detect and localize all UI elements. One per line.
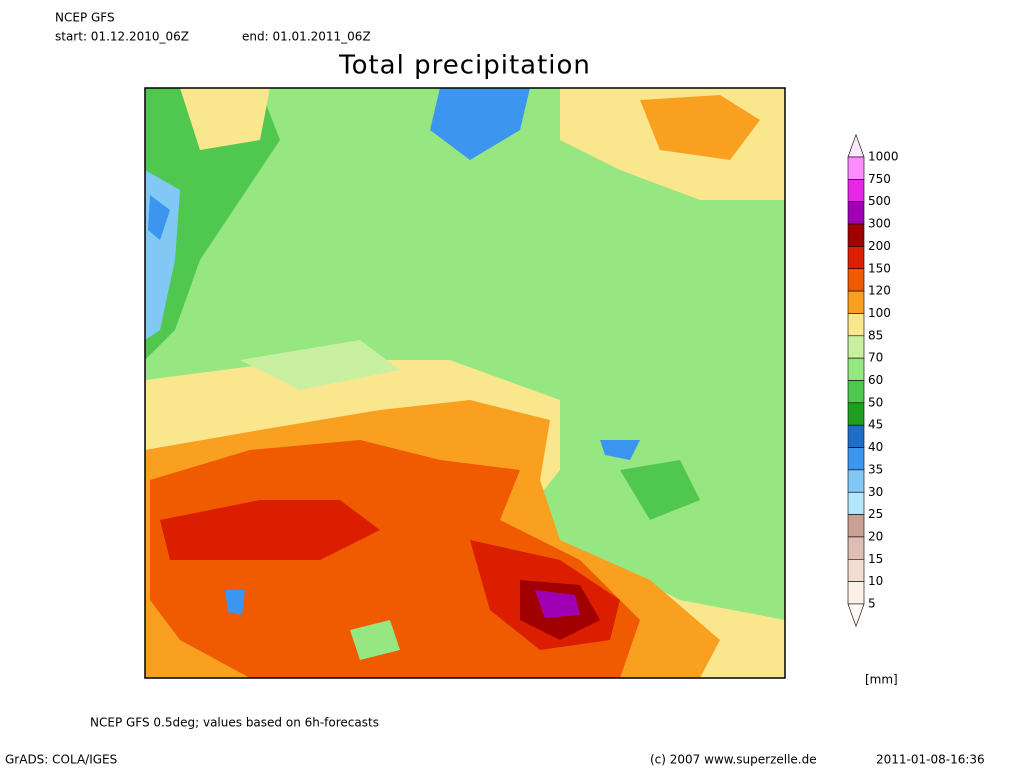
legend-swatch xyxy=(847,380,865,404)
legend-label: 25 xyxy=(868,507,883,521)
legend-label: 1000 xyxy=(868,150,899,164)
footer-note: NCEP GFS 0.5deg; values based on 6h-fore… xyxy=(90,716,379,730)
legend-label: 100 xyxy=(868,306,891,320)
legend-label: 40 xyxy=(868,440,883,454)
legend-swatch xyxy=(847,603,865,628)
legend-swatch xyxy=(847,491,865,515)
legend-label: 60 xyxy=(868,373,883,387)
legend-swatch xyxy=(847,156,865,180)
start-label: start: 01.12.2010_06Z xyxy=(55,30,189,44)
legend-swatch xyxy=(847,402,865,426)
map-title: Total precipitation xyxy=(338,51,591,81)
legend-swatch xyxy=(847,469,865,493)
timestamp: 2011-01-08-16:36 xyxy=(876,753,985,767)
legend-swatch xyxy=(847,424,865,448)
legend-label: 150 xyxy=(868,261,891,275)
legend-swatch xyxy=(847,179,865,203)
legend-swatch xyxy=(847,357,865,381)
legend-label: 15 xyxy=(868,552,883,566)
legend-swatch xyxy=(847,290,865,314)
end-label: end: 01.01.2011_06Z xyxy=(242,30,371,44)
legend-label: 300 xyxy=(868,217,891,231)
legend-swatch xyxy=(847,581,865,605)
legend-label: 200 xyxy=(868,239,891,253)
legend-swatch xyxy=(847,335,865,359)
legend-label: 500 xyxy=(868,194,891,208)
software-credit: GrADS: COLA/IGES xyxy=(5,753,117,767)
legend-swatch xyxy=(847,514,865,538)
legend-label: 120 xyxy=(868,284,891,298)
legend-label: 10 xyxy=(868,574,883,588)
legend-swatch xyxy=(847,246,865,270)
legend-label: 45 xyxy=(868,418,883,432)
map-frame xyxy=(144,87,786,679)
legend-label: 70 xyxy=(868,351,883,365)
legend-unit: [mm] xyxy=(865,673,898,687)
copyright: (c) 2007 www.superzelle.de xyxy=(650,753,817,767)
legend-label: 35 xyxy=(868,462,883,476)
legend-swatch xyxy=(847,558,865,582)
legend-label: 750 xyxy=(868,172,891,186)
legend-label: 30 xyxy=(868,485,883,499)
legend-label: 85 xyxy=(868,328,883,342)
legend-swatch xyxy=(847,133,865,158)
legend-swatch xyxy=(847,536,865,560)
legend-swatch xyxy=(847,447,865,471)
legend-swatch xyxy=(847,313,865,337)
legend-swatch xyxy=(847,268,865,292)
precipitation-field xyxy=(145,88,785,678)
legend-swatch xyxy=(847,201,865,225)
legend-label: 5 xyxy=(868,597,876,611)
legend: 1000 750 500 300 200 150 120 100 85 70 60 50 45 40 35 3… xyxy=(847,133,899,628)
legend-label: 20 xyxy=(868,529,883,543)
legend-swatch xyxy=(847,223,865,247)
model-label: NCEP GFS xyxy=(55,11,115,25)
legend-label: 50 xyxy=(868,395,883,409)
